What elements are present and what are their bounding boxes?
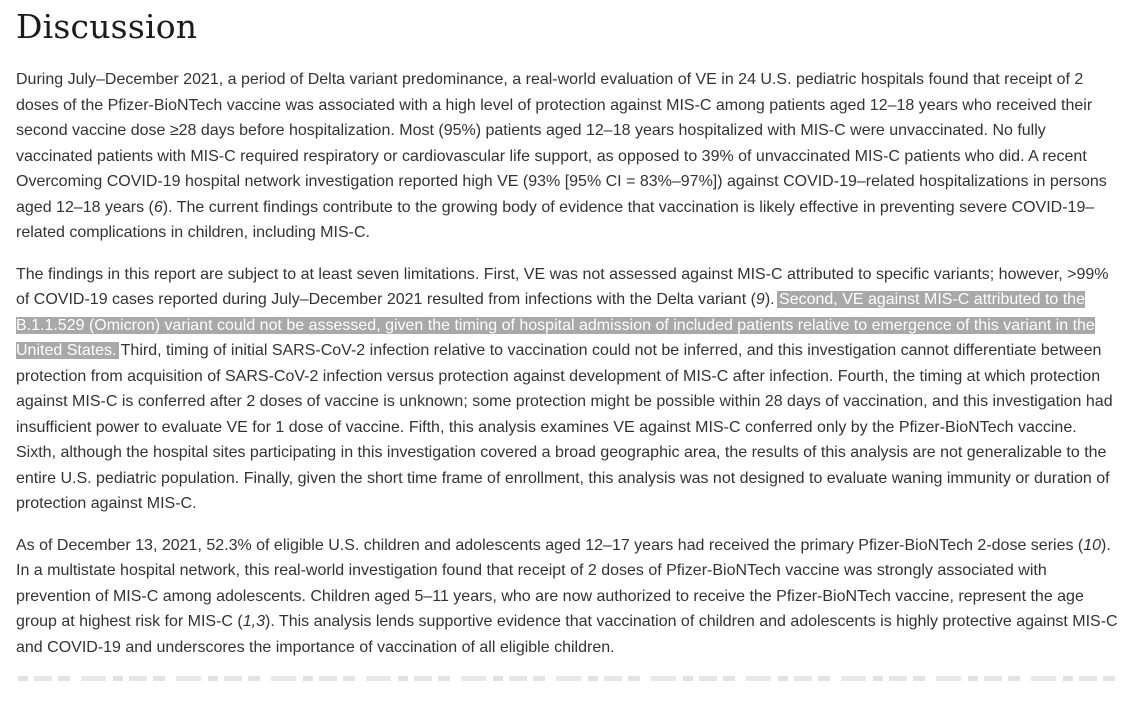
paragraph-1: During July–December 2021, a period of D… — [16, 67, 1120, 246]
reference-number-9: 9 — [755, 291, 765, 308]
paragraph-3: As of December 13, 2021, 52.3% of eligib… — [16, 533, 1120, 661]
paragraph-2: The findings in this report are subject … — [16, 262, 1120, 517]
reference-number-1-3: 1,3 — [242, 613, 265, 630]
paragraph-2-text-mid: ). — [764, 291, 780, 308]
clipped-text-line — [18, 676, 1118, 681]
paragraph-2-text-cont: Third, timing of initial SARS-CoV-2 infe… — [16, 342, 1113, 512]
paragraph-3-text-mid: ). In a multistate hospital network, thi… — [16, 536, 1111, 631]
article-discussion-section: Discussion During July–December 2021, a … — [0, 7, 1136, 681]
paragraph-2-text: The findings in this report are subject … — [16, 265, 1109, 309]
reference-number-10: 10 — [1083, 536, 1102, 554]
paragraph-1-text: During July–December 2021, a period of D… — [16, 71, 1107, 216]
paragraph-3-text: As of December 13, 2021, 52.3% of eligib… — [16, 536, 1084, 554]
paragraph-3-text-cont: ). This analysis lends supportive eviden… — [16, 613, 1118, 656]
section-heading: Discussion — [16, 7, 198, 46]
reference-number-6: 6 — [153, 198, 163, 216]
paragraph-1-text-cont: ). The current findings contribute to th… — [16, 198, 1095, 242]
